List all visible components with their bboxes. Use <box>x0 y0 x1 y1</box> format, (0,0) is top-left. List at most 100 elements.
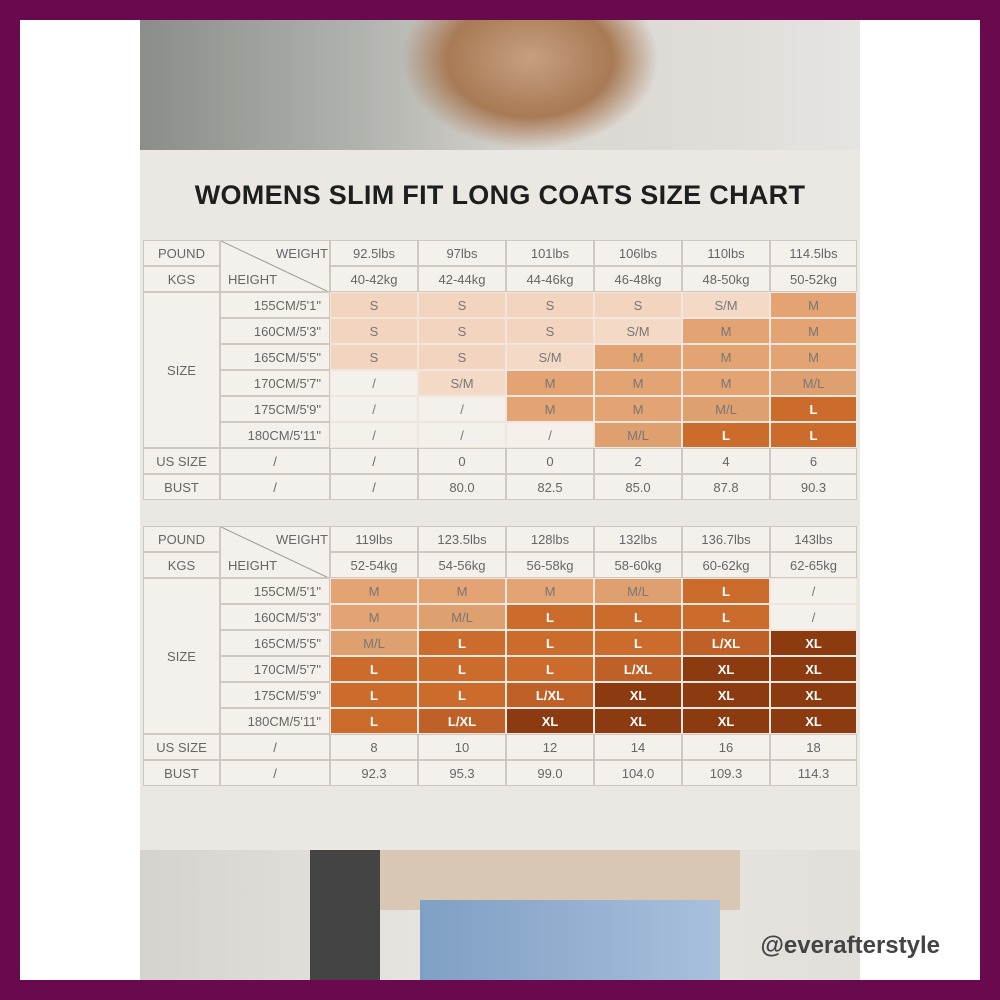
header-corner <box>220 240 330 292</box>
weight-value: 136.7lbs <box>682 526 770 552</box>
height-label: HEIGHT <box>228 271 278 287</box>
us-size-value: 16 <box>682 734 770 760</box>
height-value: 170CM/5'7" <box>220 656 330 682</box>
size-cell: M <box>682 318 770 344</box>
weight-value: 106lbs <box>594 240 682 266</box>
height-value: 180CM/5'11" <box>220 422 330 448</box>
size-cell: / <box>418 422 506 448</box>
size-cell: / <box>770 578 857 604</box>
size-cell: M/L <box>594 578 682 604</box>
bust-value: / <box>220 474 330 500</box>
kg-value: 56-58kg <box>506 552 594 578</box>
size-cell: / <box>418 396 506 422</box>
bust-value: / <box>330 474 418 500</box>
weight-value: 119lbs <box>330 526 418 552</box>
title: WOMENS SLIM FIT LONG COATS SIZE CHART <box>194 180 806 210</box>
size-cell: L <box>330 656 418 682</box>
height-value: 165CM/5'5" <box>220 630 330 656</box>
size-cell: L <box>418 682 506 708</box>
size-cell: M/L <box>682 396 770 422</box>
size-cell: S <box>418 344 506 370</box>
bust-value: 114.3 <box>770 760 857 786</box>
kg-value: 42-44kg <box>418 266 506 292</box>
height-value: 160CM/5'3" <box>220 318 330 344</box>
height-value: 165CM/5'5" <box>220 344 330 370</box>
size-cell: S/M <box>594 318 682 344</box>
size-cell: L <box>594 604 682 630</box>
kg-value: 62-65kg <box>770 552 857 578</box>
size-cell: S <box>330 292 418 318</box>
watermark: @everafterstyle <box>760 932 940 959</box>
bust-value: 92.3 <box>330 760 418 786</box>
size-cell: S <box>330 344 418 370</box>
size-cell: L <box>682 422 770 448</box>
size-cell: M/L <box>330 630 418 656</box>
size-cell: S/M <box>506 344 594 370</box>
height-value: 155CM/5'1" <box>220 292 330 318</box>
us-size-label: US SIZE <box>143 734 220 760</box>
size-cell: / <box>330 370 418 396</box>
us-size-value: 0 <box>418 448 506 474</box>
bust-value: 104.0 <box>594 760 682 786</box>
weight-value: 92.5lbs <box>330 240 418 266</box>
size-cell: S <box>506 292 594 318</box>
size-cell: M <box>682 344 770 370</box>
size-label: SIZE <box>143 578 220 734</box>
size-cell: L <box>682 578 770 604</box>
size-cell: L <box>418 656 506 682</box>
weight-value: 110lbs <box>682 240 770 266</box>
size-cell: L <box>330 708 418 734</box>
size-cell: M <box>506 396 594 422</box>
pound-label: POUND <box>143 240 220 266</box>
size-cell: M <box>506 578 594 604</box>
size-cell: L <box>770 396 857 422</box>
bust-value: 99.0 <box>506 760 594 786</box>
size-cell: / <box>330 422 418 448</box>
size-cell: XL <box>770 682 857 708</box>
pound-label: POUND <box>143 526 220 552</box>
size-cell: XL <box>506 708 594 734</box>
weight-value: 128lbs <box>506 526 594 552</box>
size-cell: / <box>770 604 857 630</box>
weight-label: WEIGHT <box>276 245 328 261</box>
size-cell: L/XL <box>682 630 770 656</box>
size-cell: M <box>330 604 418 630</box>
weight-value: 97lbs <box>418 240 506 266</box>
us-size-value: 12 <box>506 734 594 760</box>
size-cell: M <box>418 578 506 604</box>
kgs-label: KGS <box>143 552 220 578</box>
height-value: 155CM/5'1" <box>220 578 330 604</box>
us-size-value: 4 <box>682 448 770 474</box>
size-label: SIZE <box>143 292 220 448</box>
size-cell: L/XL <box>594 656 682 682</box>
height-value: 175CM/5'9" <box>220 396 330 422</box>
size-cell: S/M <box>682 292 770 318</box>
bust-value: 82.5 <box>506 474 594 500</box>
height-label: HEIGHT <box>228 557 278 573</box>
size-cell: M <box>330 578 418 604</box>
size-cell: M/L <box>594 422 682 448</box>
us-size-value: 10 <box>418 734 506 760</box>
us-size-value: 2 <box>594 448 682 474</box>
size-cell: S <box>506 318 594 344</box>
kg-value: 50-52kg <box>770 266 857 292</box>
kg-value: 48-50kg <box>682 266 770 292</box>
kg-value: 40-42kg <box>330 266 418 292</box>
height-value: 170CM/5'7" <box>220 370 330 396</box>
kgs-label: KGS <box>143 266 220 292</box>
size-cell: L <box>682 604 770 630</box>
header-corner <box>220 526 330 578</box>
size-cell: M <box>770 318 857 344</box>
size-cell: L <box>506 630 594 656</box>
bust-value: 90.3 <box>770 474 857 500</box>
bust-value: 95.3 <box>418 760 506 786</box>
bust-value: 87.8 <box>682 474 770 500</box>
size-cell: S <box>330 318 418 344</box>
size-cell: XL <box>770 708 857 734</box>
bust-value: / <box>220 760 330 786</box>
us-size-value: 0 <box>506 448 594 474</box>
size-cell: XL <box>594 708 682 734</box>
size-cell: M/L <box>418 604 506 630</box>
weight-value: 114.5lbs <box>770 240 857 266</box>
